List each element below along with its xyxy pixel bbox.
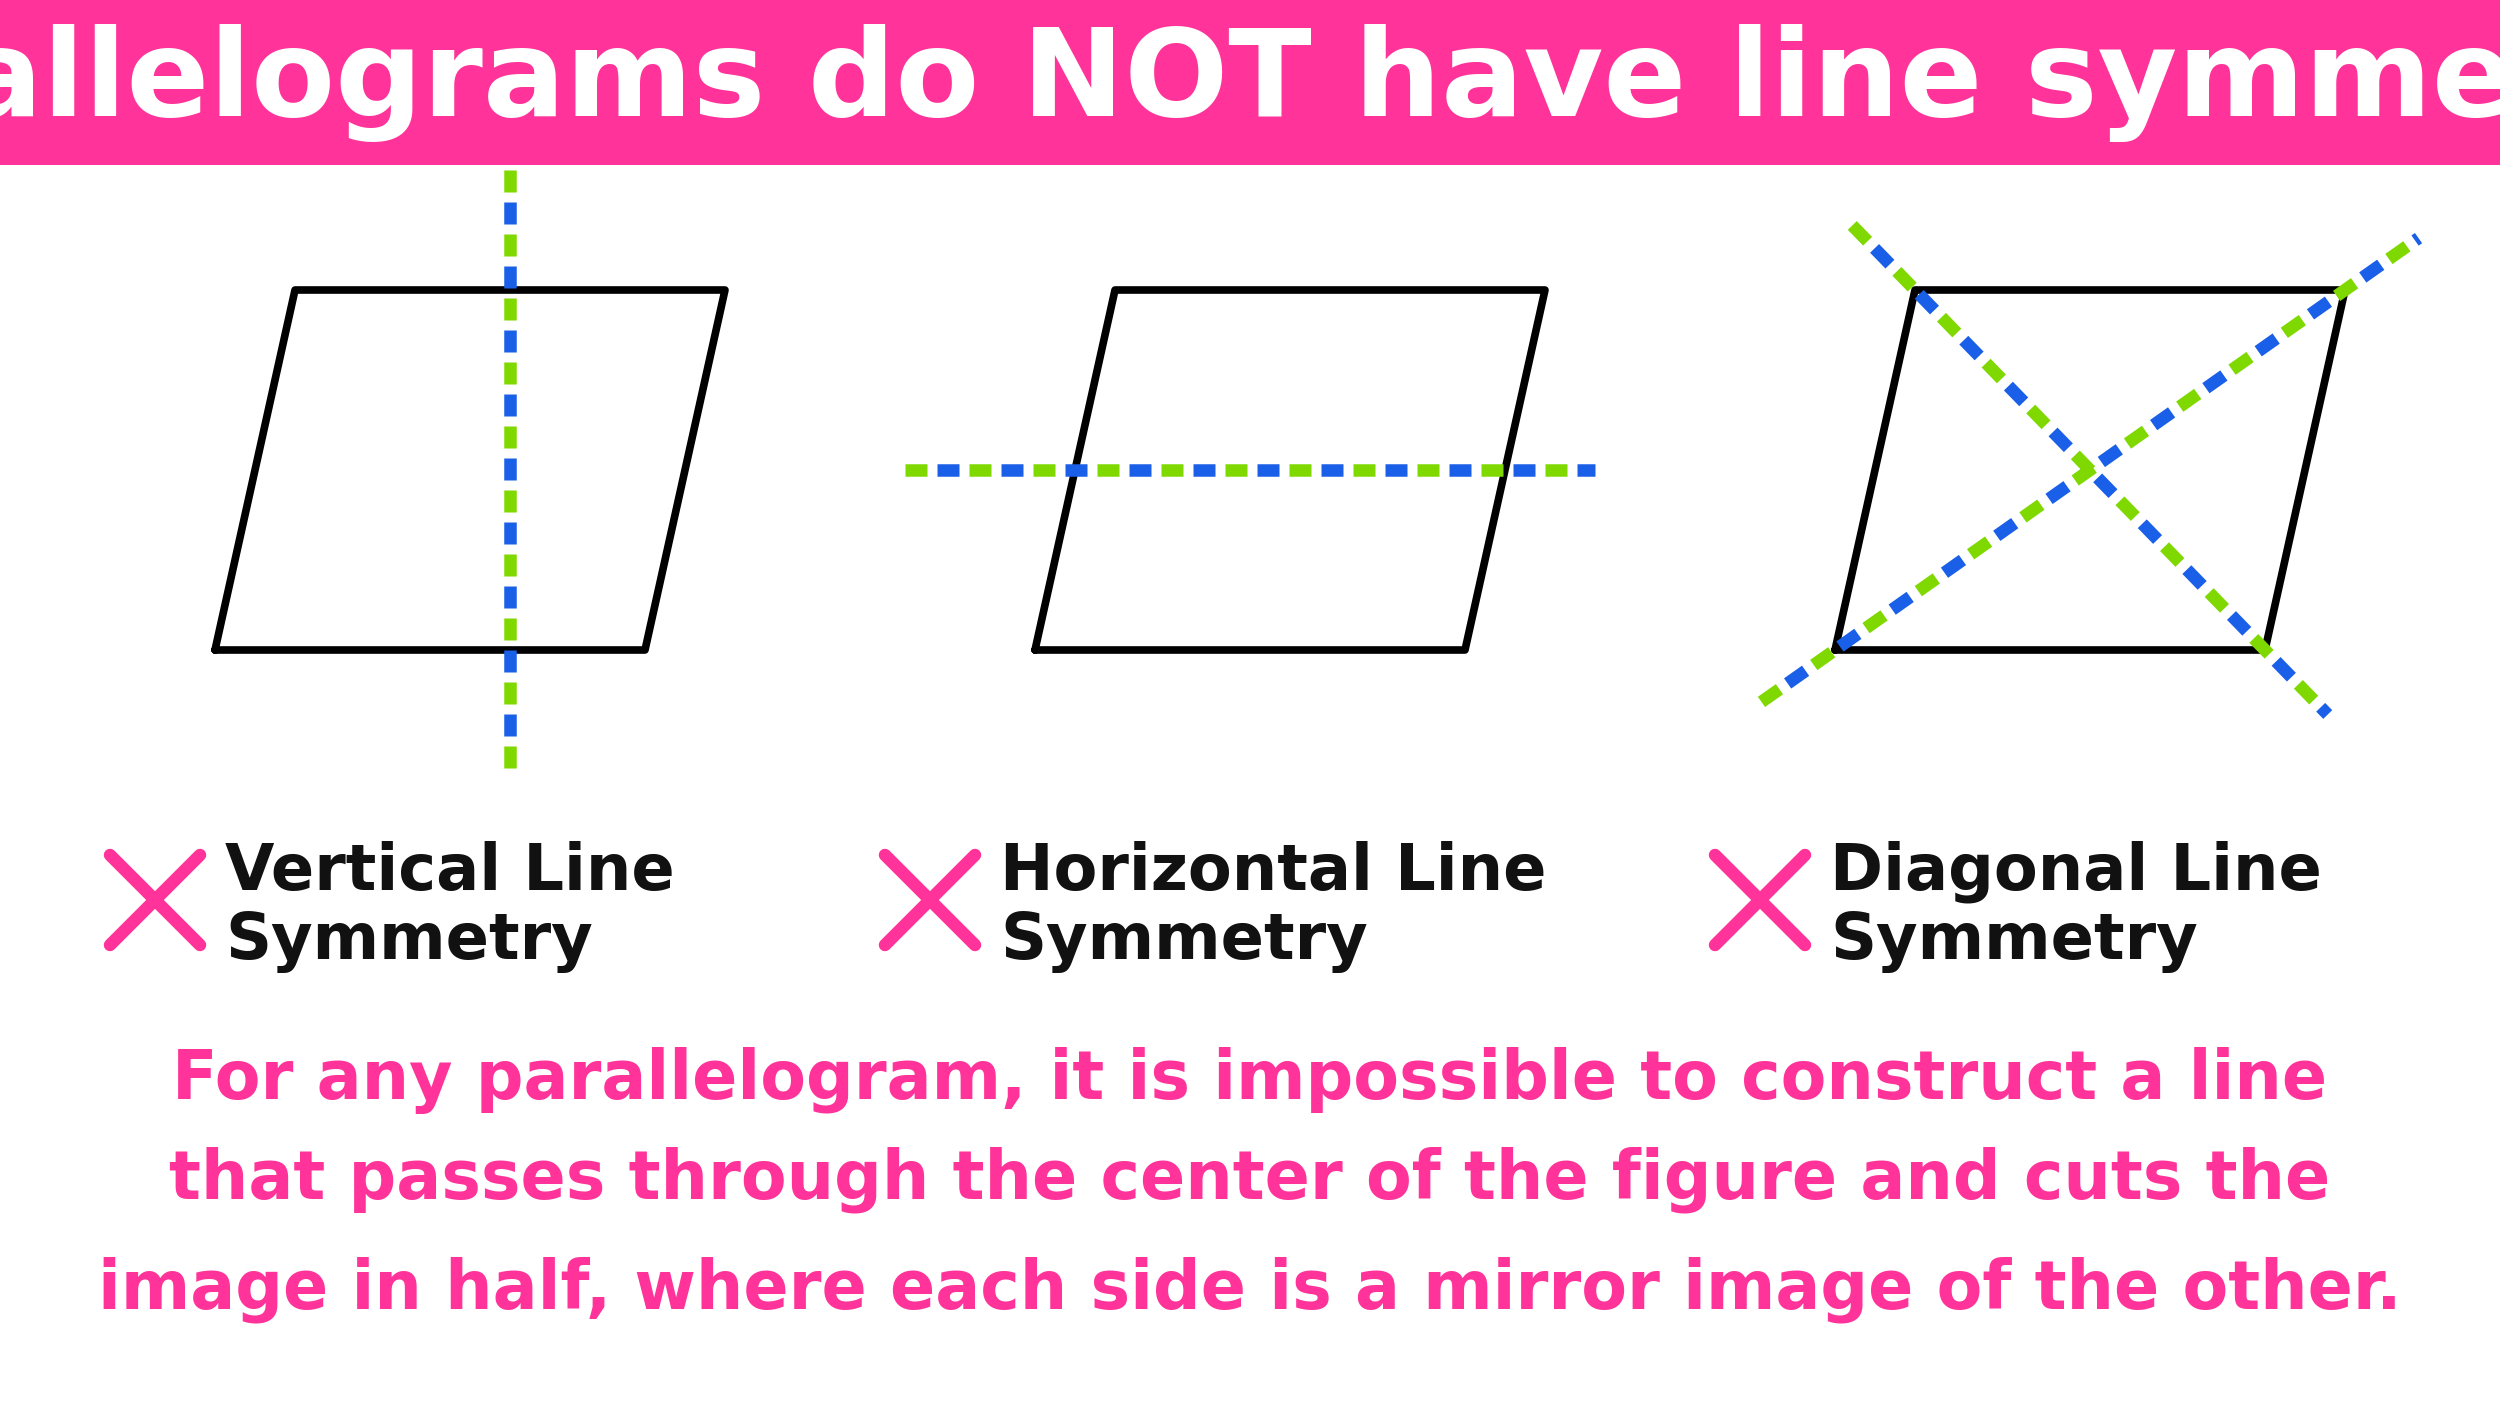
Text: Horizontal Line: Horizontal Line <box>1000 841 1548 903</box>
Text: Vertical Line: Vertical Line <box>225 841 675 903</box>
Text: Symmetry: Symmetry <box>1000 911 1368 973</box>
Text: Diagonal Line: Diagonal Line <box>1830 841 2322 903</box>
Text: For any parallelogram, it is impossible to construct a line: For any parallelogram, it is impossible … <box>173 1046 2328 1114</box>
Text: Symmetry: Symmetry <box>225 911 592 973</box>
Text: image in half, where each side is a mirror image of the other.: image in half, where each side is a mirr… <box>98 1257 2402 1323</box>
Text: Symmetry: Symmetry <box>1830 911 2198 973</box>
Text: Parallelograms do NOT have line symmetry!: Parallelograms do NOT have line symmetry… <box>0 24 2500 142</box>
Text: that passes through the center of the figure and cuts the: that passes through the center of the fi… <box>170 1147 2330 1213</box>
Bar <box>0 0 2500 165</box>
